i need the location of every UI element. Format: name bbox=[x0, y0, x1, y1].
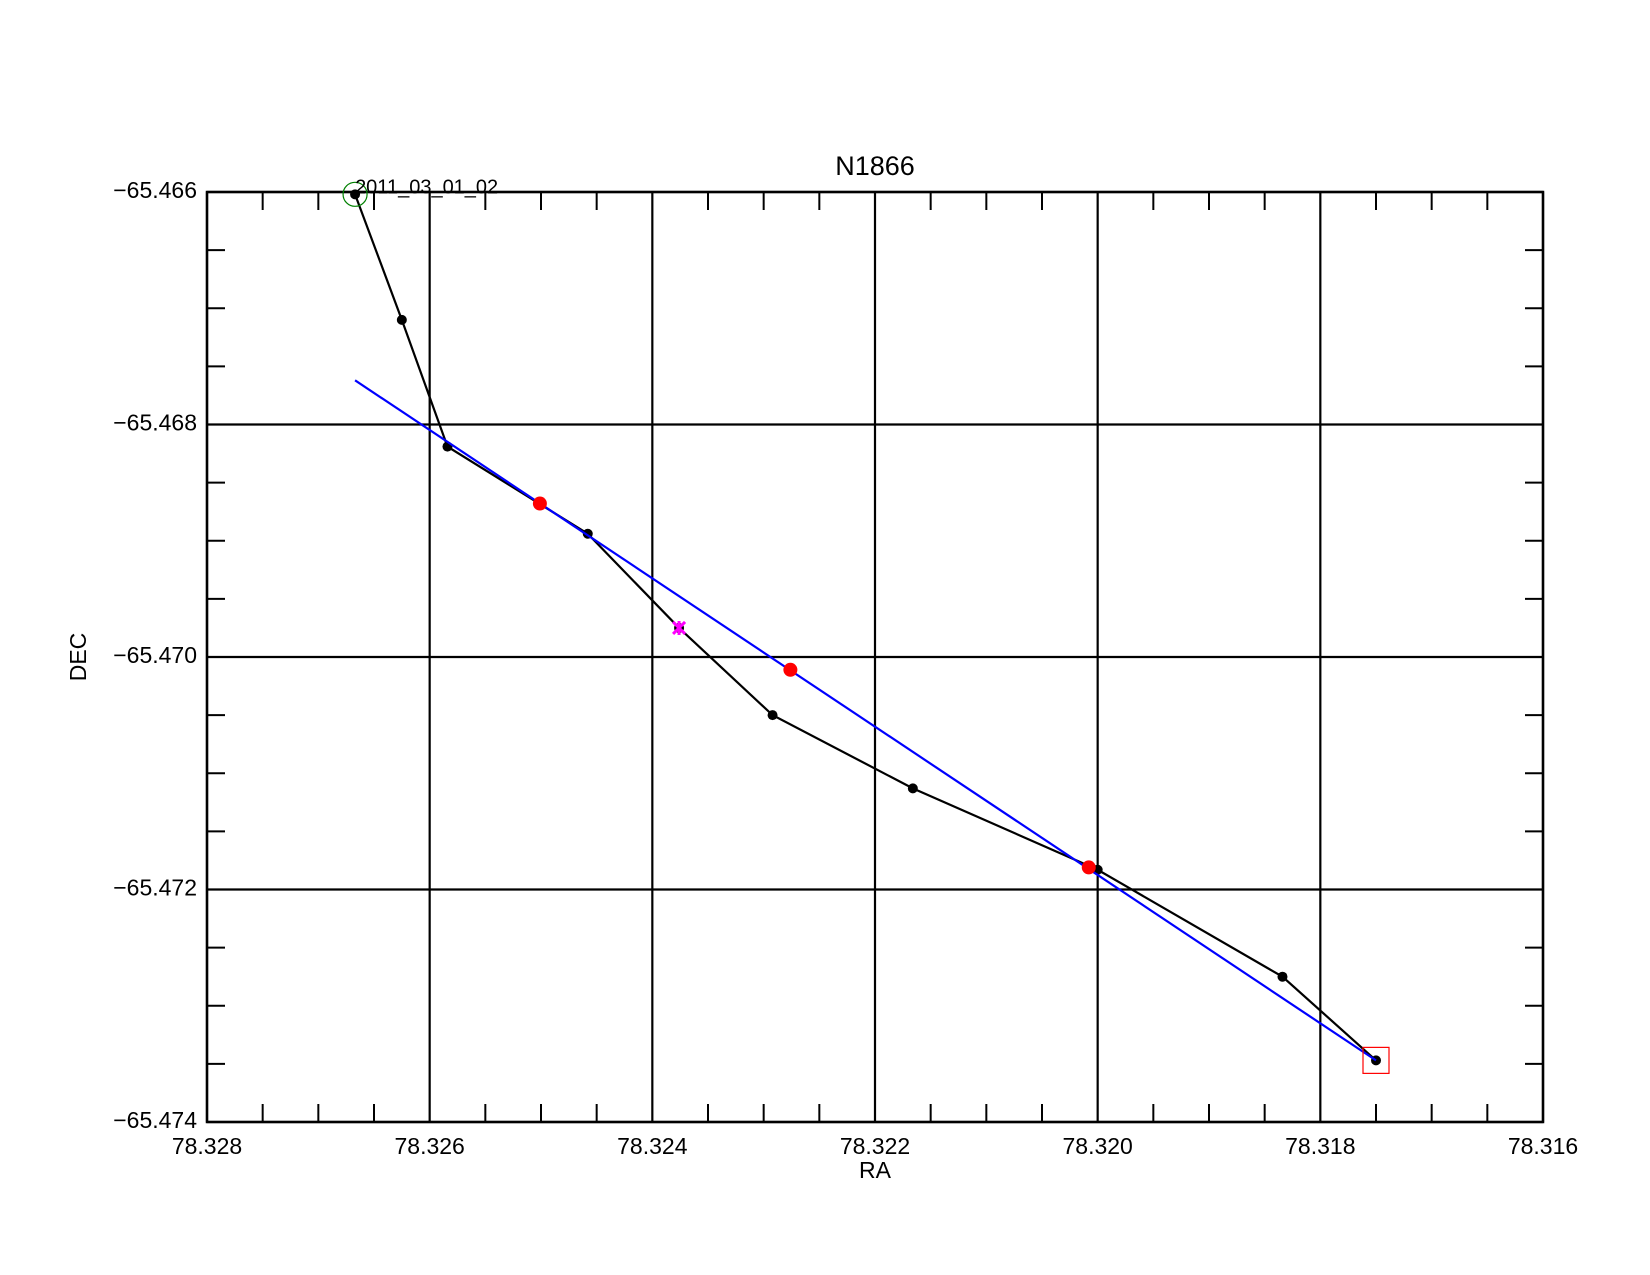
annotation: 2011_03_01_02 bbox=[355, 177, 498, 199]
point bbox=[396, 314, 407, 325]
point bbox=[767, 710, 778, 721]
x-tick-label: 78.316 bbox=[1508, 1133, 1578, 1159]
point bbox=[532, 496, 547, 511]
y-tick-label: −65.470 bbox=[113, 642, 197, 668]
point bbox=[350, 189, 361, 200]
x-tick-label: 78.328 bbox=[172, 1133, 242, 1159]
point bbox=[671, 620, 687, 635]
x-tick-label: 78.324 bbox=[617, 1133, 688, 1159]
y-tick-label: −65.468 bbox=[113, 410, 197, 436]
x-tick-label: 78.320 bbox=[1062, 1133, 1132, 1159]
y-tick-label: −65.474 bbox=[113, 1107, 197, 1133]
y-tick-label: −65.466 bbox=[113, 177, 197, 203]
series-line bbox=[354, 193, 1377, 1062]
point bbox=[1362, 1046, 1390, 1074]
point bbox=[1081, 860, 1096, 875]
point bbox=[342, 181, 368, 207]
point bbox=[907, 783, 918, 794]
point bbox=[1277, 971, 1288, 982]
point bbox=[783, 662, 798, 677]
y-axis-label: DEC bbox=[65, 633, 91, 682]
series-line bbox=[354, 379, 1377, 1062]
plot-frame bbox=[205, 190, 1545, 1124]
x-tick-label: 78.318 bbox=[1285, 1133, 1355, 1159]
y-tick-label: −65.472 bbox=[113, 875, 197, 901]
x-tick-label: 78.322 bbox=[840, 1133, 910, 1159]
chart-title: N1866 bbox=[835, 151, 915, 181]
x-tick-label: 78.326 bbox=[394, 1133, 464, 1159]
x-axis-label: RA bbox=[859, 1157, 892, 1183]
